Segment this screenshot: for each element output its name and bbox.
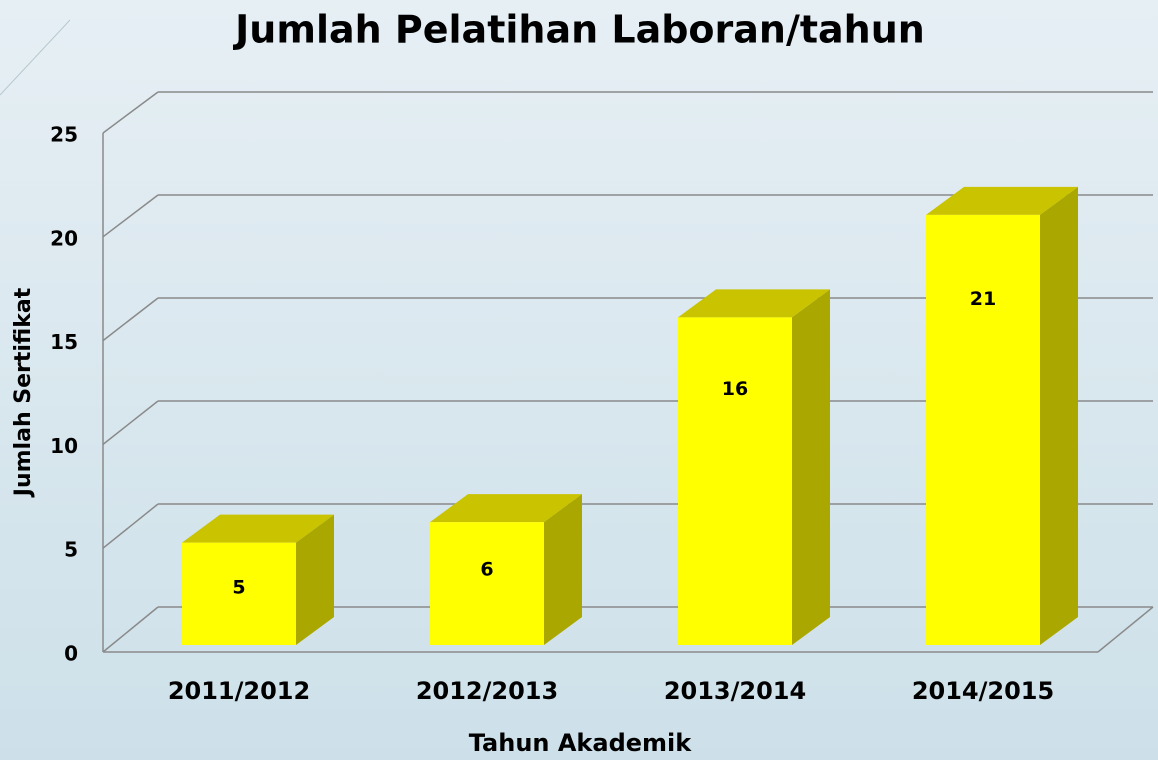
grid-line xyxy=(102,91,159,134)
x-tick-label: 2013/2014 xyxy=(664,677,806,705)
value-label: 6 xyxy=(480,558,493,580)
grid-line xyxy=(102,400,159,445)
y-tick-label: 10 xyxy=(50,434,78,458)
bar-front xyxy=(430,522,544,645)
bar-front xyxy=(182,542,296,645)
y-axis-title: Jumlah Sertifikat xyxy=(11,287,36,498)
bar-top xyxy=(926,186,1078,215)
grid-line xyxy=(102,194,159,238)
bar xyxy=(430,494,582,645)
x-tick-label: 2012/2013 xyxy=(416,677,558,705)
value-label: 5 xyxy=(232,576,245,598)
grid-line xyxy=(102,606,159,653)
bar-front xyxy=(926,214,1040,646)
y-tick-label: 20 xyxy=(50,226,78,250)
bar-side xyxy=(296,514,334,645)
x-axis-title: Tahun Akademik xyxy=(469,729,693,757)
value-label: 21 xyxy=(970,288,996,310)
x-tick-label: 2011/2012 xyxy=(168,677,310,705)
bar-side xyxy=(792,289,830,645)
y-tick-label: 5 xyxy=(64,538,78,562)
bar-top xyxy=(182,514,334,543)
bar xyxy=(182,514,334,645)
bar-side xyxy=(1040,186,1078,646)
bar xyxy=(926,186,1078,646)
bar-top xyxy=(430,494,582,523)
bar-side xyxy=(544,494,582,645)
grid-line xyxy=(102,503,159,549)
x-tick-label: 2014/2015 xyxy=(912,677,1054,705)
walls xyxy=(102,133,1154,653)
y-tick-label: 15 xyxy=(50,330,78,354)
bar-front xyxy=(678,317,792,645)
bar xyxy=(678,289,830,645)
bar-top xyxy=(678,289,830,318)
y-tick-label: 0 xyxy=(64,642,78,666)
value-label: 16 xyxy=(722,378,748,400)
y-tick-label: 25 xyxy=(50,123,78,147)
chart-title: Jumlah Pelatihan Laboran/tahun xyxy=(232,8,925,52)
grid-line xyxy=(102,297,159,342)
decoration xyxy=(0,19,71,96)
